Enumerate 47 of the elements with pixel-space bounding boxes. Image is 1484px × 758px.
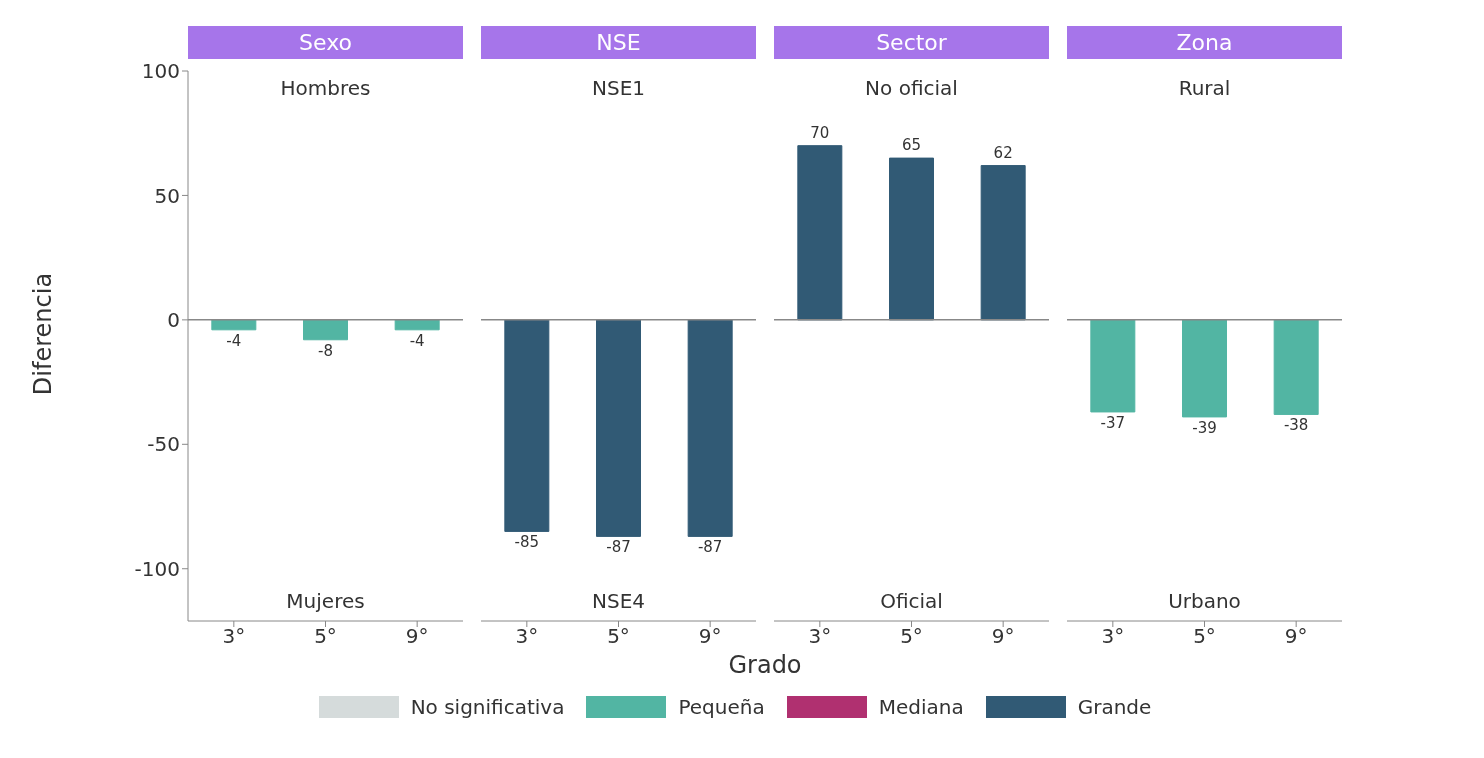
data-label: -4 xyxy=(226,331,242,350)
x-tick-label: 9° xyxy=(405,624,429,649)
y-tick-label: 100 xyxy=(141,59,180,84)
annotation: Oficial xyxy=(879,589,944,613)
data-label: 62 xyxy=(993,143,1013,162)
data-label: -8 xyxy=(318,341,333,360)
x-tick-label: 5° xyxy=(900,624,923,649)
chart-title: Zona xyxy=(1067,26,1342,59)
y-tick-label: 0 xyxy=(167,307,180,332)
legend-label: Mediana xyxy=(878,695,964,719)
annotation: NSE4 xyxy=(591,589,646,613)
x-tick-label: 3° xyxy=(1101,624,1125,649)
x-tick-label: 3° xyxy=(808,624,832,649)
annotation: Mujeres xyxy=(285,589,366,613)
data-label: -85 xyxy=(514,533,540,552)
x-tick-label: 5° xyxy=(607,624,630,649)
y-tick-label: -100 xyxy=(134,556,180,581)
x-tick-label: 3° xyxy=(515,624,539,649)
annotation: Hombres xyxy=(279,76,372,100)
x-tick-label: 9° xyxy=(1284,624,1308,649)
annotation: NSE1 xyxy=(591,76,646,100)
y-axis-title: Diferencia xyxy=(29,272,57,395)
x-tick-label: 9° xyxy=(991,624,1015,649)
x-axis-title: Grado xyxy=(727,651,803,679)
y-tick-label: -50 xyxy=(147,432,180,457)
legend-label: Pequeña xyxy=(678,695,765,719)
legend-label: No significativa xyxy=(410,695,565,719)
data-label: -37 xyxy=(1100,413,1126,432)
y-tick-label: 50 xyxy=(154,183,180,208)
legend-label: Grande xyxy=(1077,695,1152,719)
x-tick-label: 9° xyxy=(698,624,722,649)
x-tick-label: 5° xyxy=(1193,624,1216,649)
annotation: Urbano xyxy=(1167,589,1242,613)
chart-title: Sector xyxy=(774,26,1049,59)
data-label: -87 xyxy=(697,538,723,557)
data-label: -38 xyxy=(1283,416,1309,435)
chart-title: NSE xyxy=(481,26,756,59)
chart-title: Sexo xyxy=(188,26,463,59)
data-label: -4 xyxy=(409,331,425,350)
x-tick-label: 3° xyxy=(222,624,246,649)
data-label: -39 xyxy=(1192,418,1217,437)
annotation: Rural xyxy=(1177,76,1232,100)
x-tick-label: 5° xyxy=(314,624,337,649)
data-label: 70 xyxy=(810,123,830,142)
annotation: No oficial xyxy=(864,76,959,100)
data-label: 65 xyxy=(901,136,922,155)
data-label: -87 xyxy=(606,538,631,557)
